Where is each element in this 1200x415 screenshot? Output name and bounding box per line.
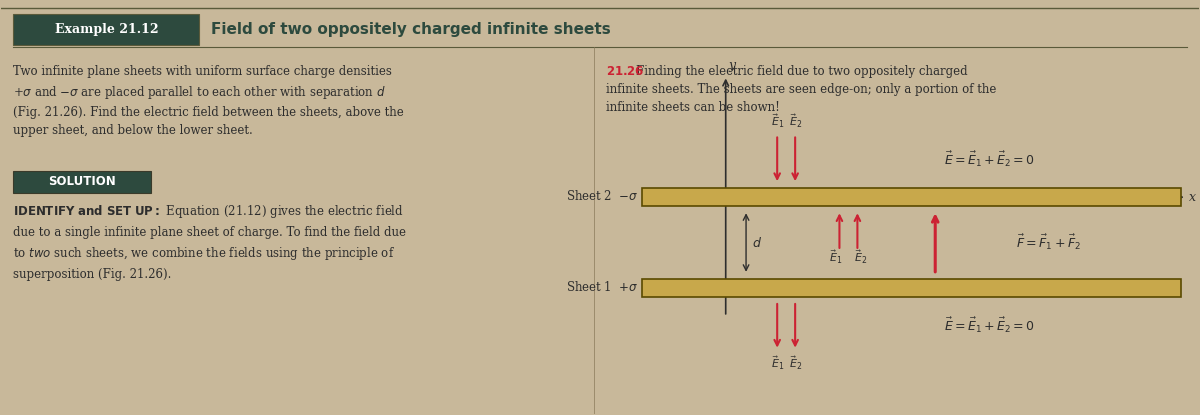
Text: Example 21.12: Example 21.12 — [55, 22, 158, 36]
Bar — [13, 171, 151, 193]
Text: $\mathbf{21.26}$: $\mathbf{21.26}$ — [606, 65, 644, 78]
Text: Sheet 2  $-\sigma$: Sheet 2 $-\sigma$ — [565, 189, 638, 203]
Text: $\vec{E} = \vec{E}_1 + \vec{E}_2 = 0$: $\vec{E} = \vec{E}_1 + \vec{E}_2 = 0$ — [943, 316, 1034, 335]
Text: $\vec{E}_1$: $\vec{E}_1$ — [829, 249, 842, 266]
Bar — [642, 188, 1181, 206]
Text: Two infinite plane sheets with uniform surface charge densities
+$\sigma$ and $-: Two infinite plane sheets with uniform s… — [13, 65, 404, 137]
Text: $\mathbf{IDENTIFY}$ $\mathbf{and}$ $\mathbf{SET\ UP:}$ Equation (21.12) gives th: $\mathbf{IDENTIFY}$ $\mathbf{and}$ $\mat… — [13, 203, 407, 281]
Text: Field of two oppositely charged infinite sheets: Field of two oppositely charged infinite… — [211, 22, 611, 37]
Text: y: y — [728, 59, 736, 72]
Text: $\vec{E}_2$: $\vec{E}_2$ — [854, 249, 868, 266]
Text: $\vec{E}_2$: $\vec{E}_2$ — [788, 355, 802, 372]
Text: Sheet 1  $+\sigma$: Sheet 1 $+\sigma$ — [565, 280, 638, 294]
Text: SOLUTION: SOLUTION — [48, 176, 116, 188]
Bar — [642, 279, 1181, 297]
Text: $\vec{E}_1$: $\vec{E}_1$ — [770, 113, 784, 130]
Text: $\vec{E}_1$: $\vec{E}_1$ — [770, 355, 784, 372]
Text: $\vec{E}_2$: $\vec{E}_2$ — [788, 113, 802, 130]
Text: x: x — [1189, 191, 1196, 204]
Text: $\vec{F} = \vec{F}_1 + \vec{F}_2$: $\vec{F} = \vec{F}_1 + \vec{F}_2$ — [1016, 233, 1081, 252]
Text: $d$: $d$ — [752, 236, 762, 249]
Text: $\vec{E} = \vec{E}_1 + \vec{E}_2 = 0$: $\vec{E} = \vec{E}_1 + \vec{E}_2 = 0$ — [943, 149, 1034, 169]
Bar — [13, 14, 199, 45]
Text: Finding the electric field due to two oppositely charged
infinite sheets. The sh: Finding the electric field due to two op… — [606, 65, 996, 114]
